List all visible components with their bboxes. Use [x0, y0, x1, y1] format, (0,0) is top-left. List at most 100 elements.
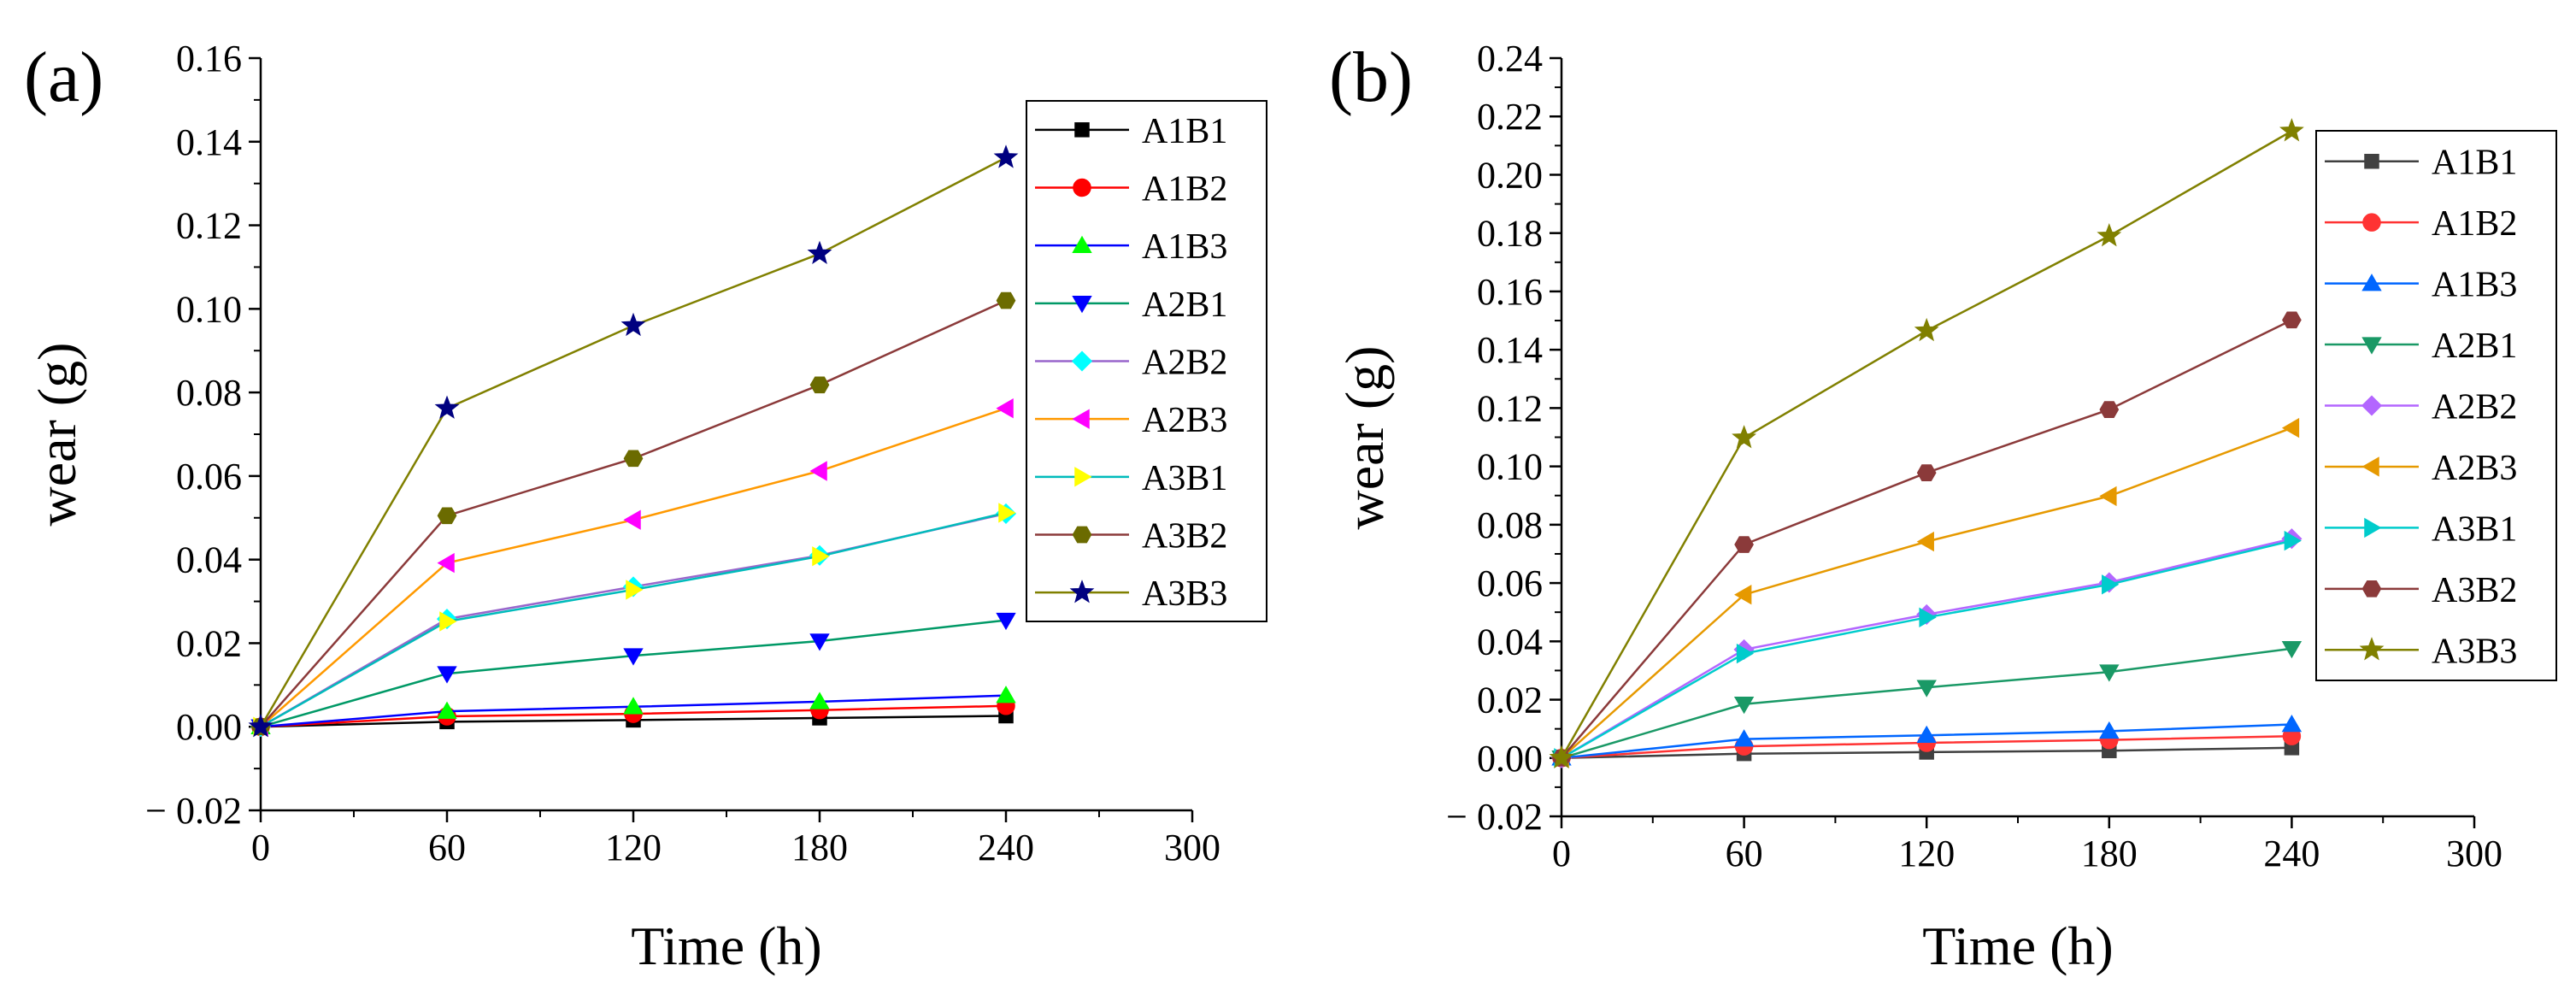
legend-label: A3B1: [1142, 459, 1227, 498]
y-tick-label: 0.14: [1477, 329, 1543, 371]
panel-label: (b): [1329, 38, 1413, 117]
legend-marker: [1072, 296, 1092, 314]
data-point-a2b1: [437, 666, 457, 684]
legend-marker: [2362, 213, 2381, 232]
y-tick-label: 0.12: [176, 205, 242, 247]
data-point-a1b3: [996, 686, 1016, 703]
data-point-a2b1: [1916, 680, 1937, 698]
y-tick-label: 0.14: [176, 121, 242, 163]
data-point-a3b3: [434, 395, 460, 419]
y-tick-label: 0.10: [176, 288, 242, 330]
legend-label: A1B3: [1142, 227, 1227, 267]
data-point-a3b3: [620, 312, 646, 337]
legend-marker: [1073, 178, 1091, 197]
data-point-a2b3: [996, 398, 1014, 419]
y-axis-title: wear (g): [26, 343, 87, 527]
y-tick-label: 0.16: [176, 38, 242, 79]
x-tick-label: 120: [605, 827, 662, 868]
data-point-a2b1: [809, 633, 830, 651]
legend-label: A3B3: [1142, 574, 1227, 614]
data-point-a3b3: [248, 714, 273, 738]
data-point-a3b1: [1919, 607, 1937, 627]
x-tick-label: 300: [1164, 827, 1220, 868]
legend-label: A1B2: [2432, 204, 2517, 244]
data-point-a2b3: [2281, 417, 2300, 439]
y-tick-label: 0.02: [176, 622, 242, 664]
series-line-a3b3: [1560, 130, 2293, 759]
data-point-a3b2: [1916, 464, 1937, 481]
legend-marker: [2364, 517, 2382, 539]
y-tick-label: 0.00: [1477, 738, 1543, 780]
data-point-a3b3: [2279, 118, 2304, 142]
data-point-a3b1: [626, 580, 644, 600]
data-point-a2b1: [996, 612, 1016, 631]
legend-marker: [1071, 350, 1093, 372]
data-point-a3b1: [1736, 643, 1755, 664]
legend-marker: [2364, 153, 2379, 169]
data-point-a3b2: [809, 376, 830, 394]
x-tick-label: 120: [1898, 833, 1955, 874]
x-tick-label: 240: [978, 827, 1034, 868]
data-point-a3b2: [2099, 401, 2120, 418]
data-point-a2b3: [437, 552, 455, 574]
legend-label: A1B1: [2432, 144, 2517, 183]
y-tick-label: 0.12: [1477, 387, 1543, 429]
data-point-a3b3: [1914, 317, 1939, 342]
data-point-a3b1: [812, 546, 830, 567]
data-point-a3b2: [1734, 536, 1754, 553]
y-tick-label: 0.04: [1477, 621, 1543, 662]
legend-marker: [1069, 580, 1095, 603]
legend-marker: [1072, 526, 1092, 544]
data-point-a1b3: [2281, 715, 2303, 733]
legend-label: A2B3: [1142, 401, 1227, 440]
y-tick-label: 0.16: [1477, 271, 1543, 313]
legend-marker: [2361, 395, 2383, 416]
x-tick-label: 180: [2081, 833, 2138, 874]
legend-label: A1B2: [1142, 170, 1227, 209]
y-axis-title: wear (g): [1334, 346, 1395, 530]
y-tick-label: − 0.02: [1446, 796, 1543, 838]
data-point-a2b3: [1734, 585, 1752, 605]
data-point-a3b1: [2102, 574, 2120, 595]
x-tick-label: 0: [1552, 833, 1571, 874]
legend-label: A3B1: [2432, 509, 2517, 549]
legend-label: A3B2: [2432, 571, 2517, 610]
panel-label: (a): [24, 38, 103, 117]
legend-label: A3B3: [2432, 632, 2517, 671]
data-point-a3b3: [1549, 745, 1574, 769]
data-point-a2b3: [809, 461, 827, 481]
legend-label: A2B2: [1142, 344, 1227, 383]
y-tick-label: 0.22: [1477, 96, 1543, 138]
legend-marker: [1072, 409, 1090, 429]
y-tick-label: 0.10: [1477, 446, 1543, 488]
chart-panel-a: (a) − 0.02 0.00 0.02 0.04 0.06 0.08 0.10 0.12 0.1…: [24, 38, 1267, 976]
data-point-a2b1: [1733, 696, 1755, 715]
x-tick-label: 300: [2446, 833, 2502, 874]
data-point-a3b2: [996, 291, 1016, 309]
legend-marker: [2361, 274, 2382, 291]
data-point-a2b1: [2099, 664, 2120, 682]
data-point-a3b3: [1732, 425, 1757, 449]
data-point-a3b2: [623, 450, 644, 468]
legend-marker: [2361, 580, 2382, 598]
chart-panel-b: (b) − 0.02 0.00 0.02 0.04 0.06 0.08 0.10 0.12 0.1…: [1329, 38, 2557, 976]
y-tick-label: 0.20: [1477, 154, 1543, 196]
y-tick-label: 0.08: [1477, 504, 1543, 546]
legend-marker: [2359, 637, 2385, 661]
legend-marker: [1074, 122, 1090, 138]
legend-label: A2B1: [2432, 327, 2517, 366]
data-point-a1b3: [2099, 721, 2120, 739]
y-tick-label: 0.06: [176, 456, 242, 497]
y-tick-label: − 0.02: [145, 790, 242, 832]
data-point-a3b3: [993, 144, 1019, 168]
x-axis-title: Time (h): [631, 915, 821, 976]
data-point-a3b3: [807, 240, 832, 265]
y-tick-label: 0.02: [1477, 680, 1543, 721]
legend-label: A2B3: [2432, 449, 2517, 488]
legend-label: A3B2: [1142, 517, 1227, 556]
data-point-a1b3: [809, 692, 830, 709]
x-axis-title: Time (h): [1922, 915, 2113, 976]
data-point-a3b2: [2282, 311, 2302, 329]
legend-label: A1B3: [2432, 266, 2517, 305]
